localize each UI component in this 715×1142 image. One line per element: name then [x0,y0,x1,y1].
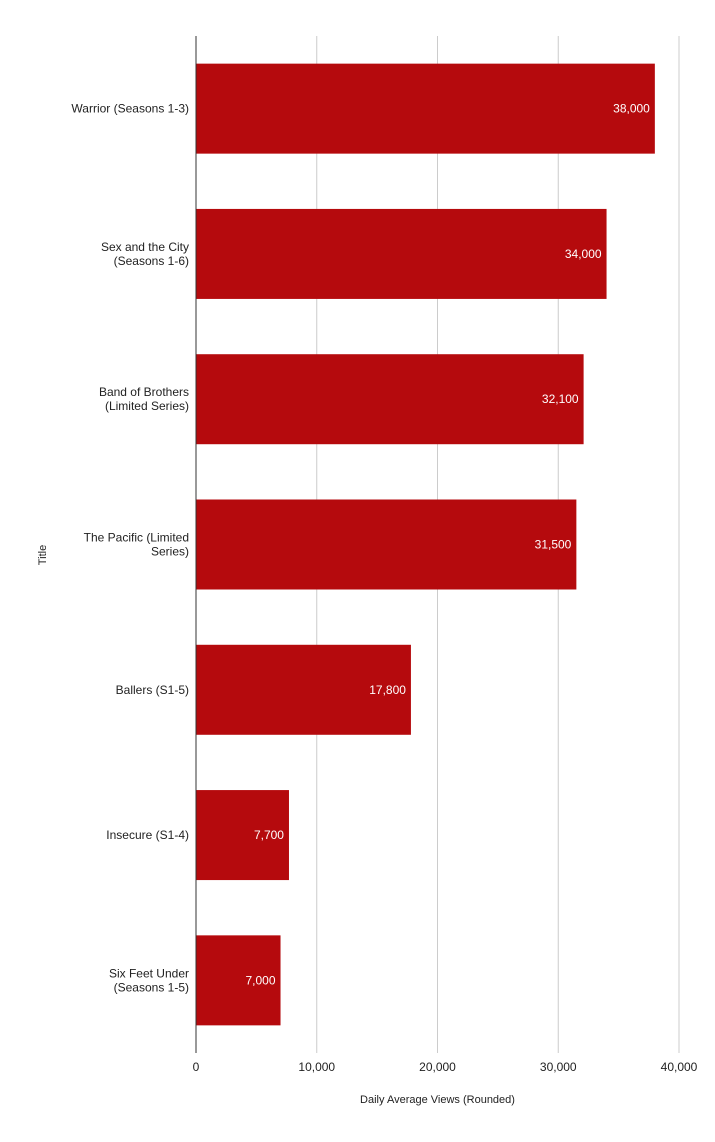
category-label-line: Insecure (S1-4) [106,828,189,842]
category-label-line: Sex and the City [101,240,189,254]
x-tick-label: 40,000 [661,1060,698,1074]
category-label: Ballers (S1-5) [116,683,189,697]
category-label: Warrior (Seasons 1-3) [71,102,189,116]
category-label: The Pacific (Limited Series) [84,531,189,559]
x-axis-title: Daily Average Views (Rounded) [360,1094,515,1106]
category-label: Six Feet Under (Seasons 1-5) [109,966,189,994]
bar [196,63,655,154]
x-tick-label: 10,000 [298,1060,335,1074]
category-label-line: The Pacific (Limited [84,531,189,545]
category-label-line: Warrior (Seasons 1-3) [71,102,189,116]
bar-data-label: 7,000 [245,973,275,987]
bar [196,935,281,1026]
x-tick-label: 30,000 [540,1060,577,1074]
category-label-line: Ballers (S1-5) [116,683,189,697]
category-label-line: (Limited Series) [105,399,189,413]
category-label: Insecure (S1-4) [106,828,189,842]
category-label-line: Series) [151,545,189,559]
bar [196,499,577,590]
category-label-line: (Seasons 1-6) [114,254,189,268]
bar-data-label: 31,500 [535,538,572,552]
category-label: Band of Brothers (Limited Series) [99,385,189,413]
bar-data-label: 34,000 [565,247,602,261]
bar-data-label: 38,000 [613,102,650,116]
bar [196,790,289,881]
category-label: Sex and the City (Seasons 1-6) [101,240,189,268]
bar-data-label: 7,700 [254,828,284,842]
category-label-line: Band of Brothers [99,385,189,399]
bar [196,354,584,445]
bars [196,63,655,1026]
bar-data-label: 17,800 [369,683,406,697]
x-tick-label: 0 [193,1060,200,1074]
bar [196,644,411,735]
y-axis-title: Title [37,545,49,565]
bar-data-label: 32,100 [542,392,579,406]
labels: 0 10,000 20,000 30,000 40,000 38,000 Warrior (… [71,102,697,1074]
x-tick-label: 20,000 [419,1060,456,1074]
category-label-line: Six Feet Under [109,966,189,980]
category-label-line: (Seasons 1-5) [114,980,189,994]
bar [196,208,607,299]
